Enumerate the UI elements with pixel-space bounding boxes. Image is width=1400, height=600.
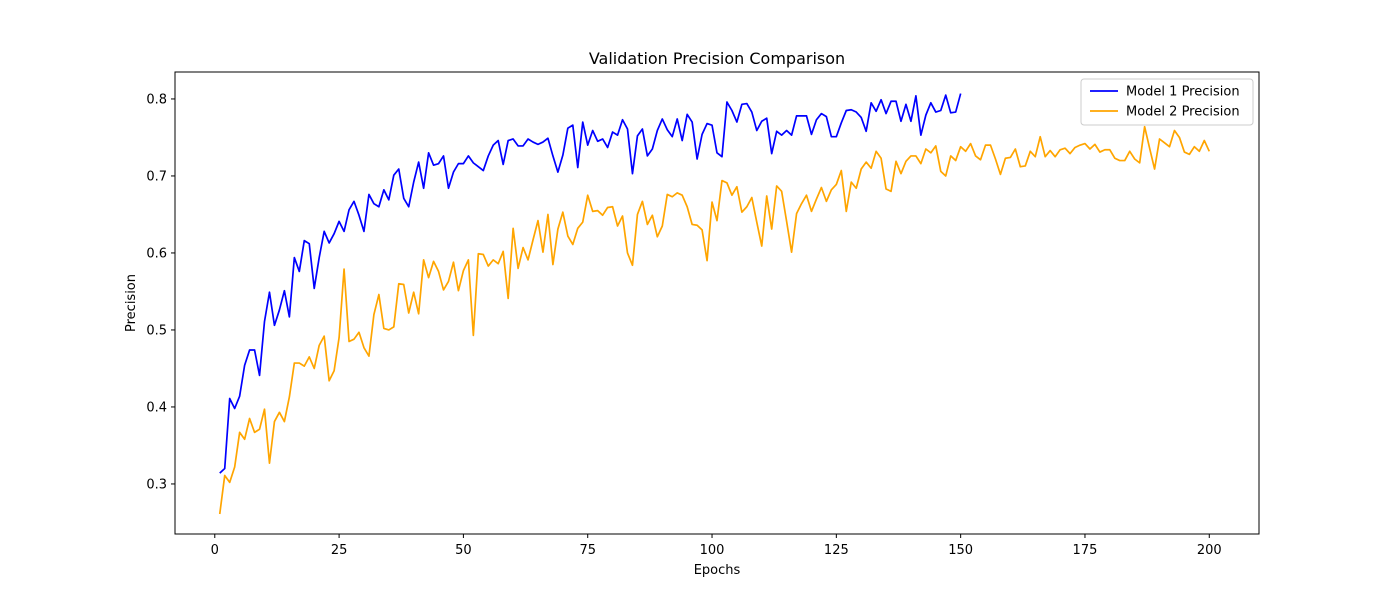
y-axis-label: Precision	[124, 274, 139, 332]
plot-lines	[218, 93, 1211, 515]
x-tick-label: 25	[331, 543, 348, 558]
y-tick-label: 0.3	[146, 477, 167, 492]
x-tick-label: 125	[824, 543, 849, 558]
series-line-model-1	[219, 93, 962, 474]
y-tick-label: 0.7	[146, 169, 167, 184]
legend-label-model-1: Model 1 Precision	[1126, 85, 1240, 100]
x-tick-label: 50	[455, 543, 472, 558]
legend-label-model-2: Model 2 Precision	[1126, 105, 1240, 120]
y-axis-ticks: 0.3 0.4 0.5 0.6 0.7 0.8	[146, 92, 175, 492]
legend: Model 1 Precision Model 2 Precision	[1080, 78, 1254, 126]
x-tick-label: 0	[211, 543, 219, 558]
x-tick-label: 150	[948, 543, 973, 558]
x-tick-label: 175	[1073, 543, 1098, 558]
series-line-model-2	[218, 125, 1211, 515]
x-axis-label: Epochs	[694, 563, 741, 578]
x-tick-label: 75	[579, 543, 596, 558]
plot-frame	[174, 71, 1260, 535]
legend-box	[1080, 78, 1254, 126]
y-tick-label: 0.6	[146, 246, 167, 261]
x-tick-label: 100	[700, 543, 725, 558]
x-axis-ticks: 0 25 50 75 100 125 150 175 200	[211, 534, 1222, 558]
y-tick-label: 0.8	[146, 92, 167, 107]
y-tick-label: 0.4	[146, 400, 167, 415]
chart-title: Validation Precision Comparison	[589, 49, 845, 68]
y-tick-label: 0.5	[146, 323, 167, 338]
x-tick-label: 200	[1197, 543, 1222, 558]
